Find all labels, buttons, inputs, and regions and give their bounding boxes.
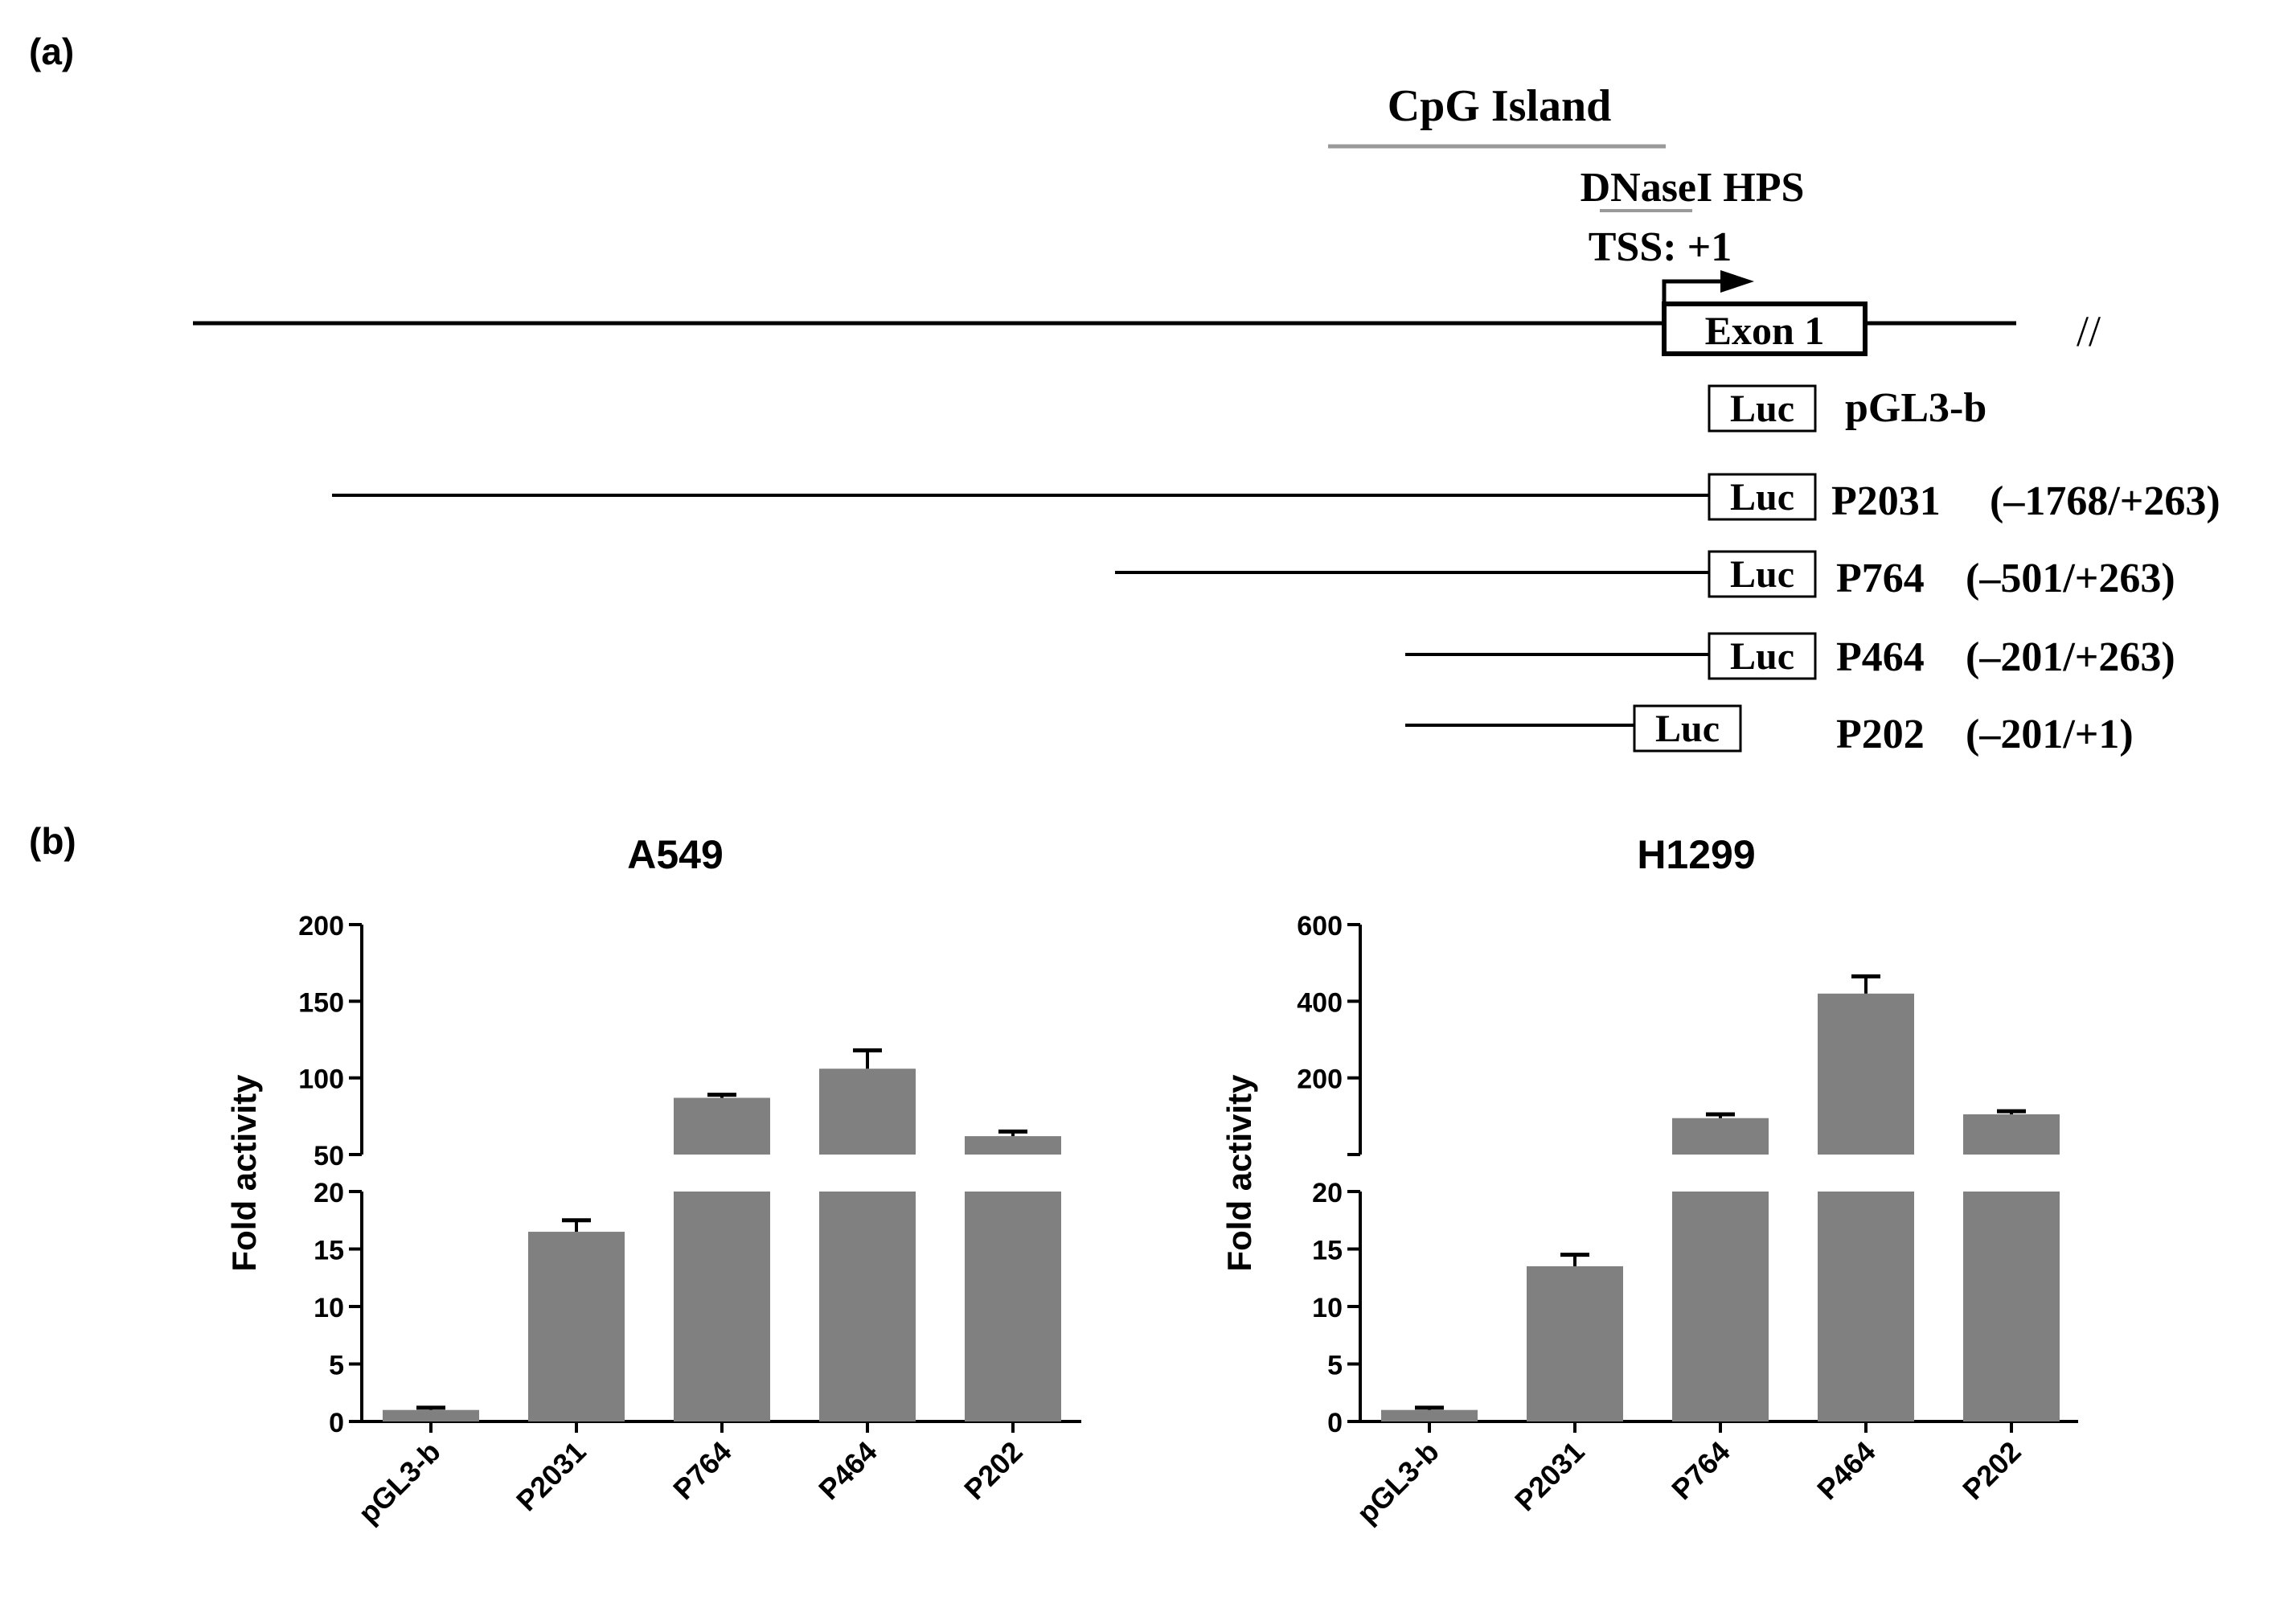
x-tick-label: P764 <box>1665 1435 1736 1506</box>
luc-label: Luc <box>1730 388 1794 430</box>
construct-p2031: Luc P2031 (–1768/+263) <box>332 473 2220 524</box>
y-tick-label: 100 <box>298 1064 344 1095</box>
y-tick-label: 10 <box>314 1293 344 1323</box>
y-axis-label: Fold activity <box>225 1074 263 1272</box>
bar-upper-segment <box>674 1097 770 1155</box>
x-tick-label: pGL3-b <box>1351 1435 1445 1530</box>
x-tick-label: P202 <box>1956 1435 2027 1506</box>
construct-range: (–1768/+263) <box>1990 478 2220 524</box>
luc-label: Luc <box>1730 553 1794 596</box>
panel-a-label: (a) <box>29 31 74 72</box>
construct-p464: Luc P464 (–201/+263) <box>1405 632 2175 680</box>
construct-name: pGL3-b <box>1845 385 1986 431</box>
bar-lower-segment <box>1672 1192 1769 1421</box>
bar-upper-segment <box>1672 1118 1769 1155</box>
y-tick-label: 50 <box>314 1141 344 1171</box>
x-tick-label: P2031 <box>510 1435 592 1518</box>
bar <box>383 1409 479 1421</box>
construct-name: P202 <box>1836 712 1925 757</box>
luc-box <box>1633 704 1742 753</box>
chart-h1299: H1299 Fold activity 0 5 10 15 20 200 400 600 pGL3-… <box>1220 832 2078 1530</box>
luc-box <box>1708 473 1817 521</box>
y-tick-label: 150 <box>298 987 344 1018</box>
chart-a549: A549 Fold activity 0 5 10 15 20 50 100 150 200 pGL3… <box>225 832 1081 1530</box>
bar-upper-segment <box>1818 993 1914 1155</box>
construct-name: P764 <box>1836 556 1925 601</box>
luc-label: Luc <box>1730 476 1794 519</box>
y-tick-label: 400 <box>1297 987 1343 1018</box>
y-tick-label: 5 <box>1327 1351 1343 1381</box>
luc-label: Luc <box>1655 708 1720 750</box>
construct-name: P2031 <box>1831 478 1941 524</box>
y-tick-label: 15 <box>1312 1236 1343 1266</box>
y-tick-label: 200 <box>298 911 344 941</box>
luc-box <box>1708 384 1817 433</box>
cpg-island-label: CpG Island <box>1388 81 1612 131</box>
exon-1-label: Exon 1 <box>1705 308 1825 353</box>
luc-box <box>1708 632 1817 680</box>
y-tick-label: 0 <box>329 1408 344 1438</box>
y-tick-label: 20 <box>1312 1178 1343 1208</box>
bar-lower-segment <box>965 1192 1061 1421</box>
construct-range: (–201/+263) <box>1966 634 2175 680</box>
bar-lower-segment <box>1963 1192 2060 1421</box>
chart-title: H1299 <box>1637 832 1755 877</box>
construct-range: (–501/+263) <box>1966 556 2175 601</box>
luc-label: Luc <box>1730 635 1794 678</box>
bar-lower-segment <box>674 1192 770 1421</box>
y-tick-label: 0 <box>1327 1408 1343 1438</box>
x-tick-label: P464 <box>812 1435 883 1506</box>
x-tick-label: P2031 <box>1508 1435 1591 1518</box>
y-axis-label: Fold activity <box>1220 1074 1258 1272</box>
bar-lower-segment <box>819 1192 916 1421</box>
y-tick-label: 20 <box>314 1178 344 1208</box>
construct-p202: Luc P202 (–201/+1) <box>1405 704 2134 757</box>
y-tick-label: 200 <box>1297 1064 1343 1095</box>
bar <box>1381 1409 1478 1421</box>
construct-pgl3-b: Luc pGL3-b <box>1708 384 1986 433</box>
construct-range: (–201/+1) <box>1966 712 2134 757</box>
dnase-hps-label: DNaseI HPS <box>1581 165 1805 211</box>
tss-arrow <box>1662 279 1727 307</box>
y-tick-label: 15 <box>314 1236 344 1266</box>
tss-arrowhead <box>1720 270 1754 293</box>
bar-lower-segment <box>1818 1192 1914 1421</box>
bar <box>528 1232 625 1421</box>
x-tick-label: P464 <box>1810 1435 1881 1506</box>
y-tick-label: 5 <box>329 1351 344 1381</box>
exon-1-box <box>1662 302 1868 356</box>
y-tick-label: 600 <box>1297 911 1343 941</box>
chart-title: A549 <box>627 832 724 877</box>
bar-upper-segment <box>965 1136 1061 1155</box>
construct-p764: Luc P764 (–501/+263) <box>1115 550 2175 601</box>
tss-label: TSS: +1 <box>1589 224 1732 270</box>
panel-b-label: (b) <box>29 820 76 862</box>
construct-name: P464 <box>1836 634 1925 680</box>
promoter-schematic: (a) CpG Island DNaseI HPS TSS: +1 Exon 1… <box>29 31 2220 757</box>
bar-upper-segment <box>819 1069 916 1155</box>
x-tick-label: pGL3-b <box>352 1435 447 1530</box>
y-tick-label: 10 <box>1312 1293 1343 1323</box>
x-tick-label: P202 <box>957 1435 1028 1506</box>
x-tick-label: P764 <box>666 1435 737 1506</box>
bar <box>1527 1265 1623 1421</box>
bar-upper-segment <box>1963 1114 2060 1155</box>
break-mark: // <box>2077 307 2101 355</box>
luc-box <box>1708 550 1817 598</box>
